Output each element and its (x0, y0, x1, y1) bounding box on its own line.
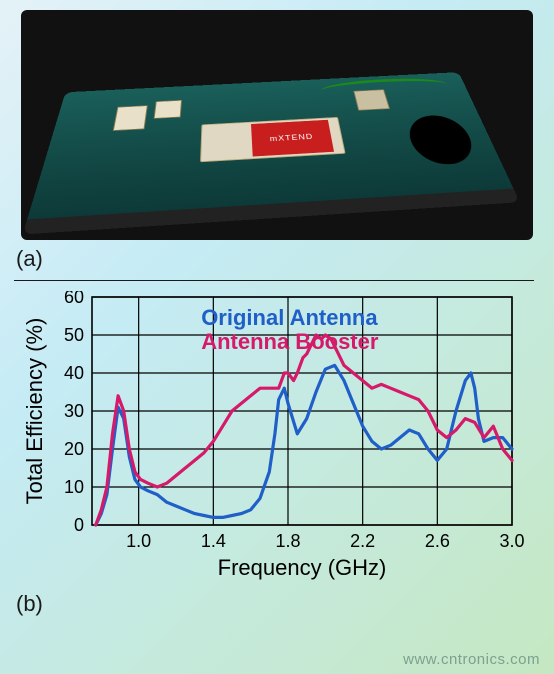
svg-text:1.4: 1.4 (200, 531, 225, 551)
svg-text:1.0: 1.0 (126, 531, 151, 551)
svg-text:2.6: 2.6 (424, 531, 449, 551)
panel-divider (14, 280, 534, 281)
wire-icon (320, 76, 450, 99)
svg-text:20: 20 (63, 439, 83, 459)
svg-text:50: 50 (63, 325, 83, 345)
panel-b-chart: 0 10 20 30 40 50 60 1.0 1.4 1.8 2.2 2.6 3.0 Frequency… (20, 291, 535, 587)
antenna-booster-icon: mXTEND (200, 117, 346, 162)
watermark-text: www.cntronics.com (403, 651, 540, 668)
svg-text:1.8: 1.8 (275, 531, 300, 551)
svg-text:40: 40 (63, 363, 83, 383)
svg-text:30: 30 (63, 401, 83, 421)
panel-a-photo: mXTEND (21, 10, 533, 240)
efficiency-line-chart: 0 10 20 30 40 50 60 1.0 1.4 1.8 2.2 2.6 3.0 Frequency… (20, 291, 535, 587)
panel-a-label: (a) (16, 246, 540, 272)
svg-text:Antenna Booster: Antenna Booster (201, 329, 379, 354)
smd-chip-icon (113, 105, 148, 131)
svg-text:2.2: 2.2 (350, 531, 375, 551)
svg-text:10: 10 (63, 477, 83, 497)
svg-text:Original Antenna: Original Antenna (201, 305, 378, 330)
smd-chip-icon (154, 100, 182, 119)
booster-label: mXTEND (251, 120, 334, 157)
figure-frame: mXTEND (a) 0 10 20 30 40 50 60 1.0 1.4 1.8 2.2 2.6 3… (0, 0, 554, 674)
panel-b-label: (b) (16, 591, 540, 617)
svg-text:0: 0 (73, 515, 83, 535)
pcb-board: mXTEND (23, 72, 520, 234)
svg-text:Total Efficiency (%): Total Efficiency (%) (22, 318, 47, 505)
svg-text:60: 60 (63, 291, 83, 307)
svg-text:Frequency (GHz): Frequency (GHz) (217, 555, 386, 580)
connector-icon (403, 114, 480, 166)
svg-text:3.0: 3.0 (499, 531, 524, 551)
